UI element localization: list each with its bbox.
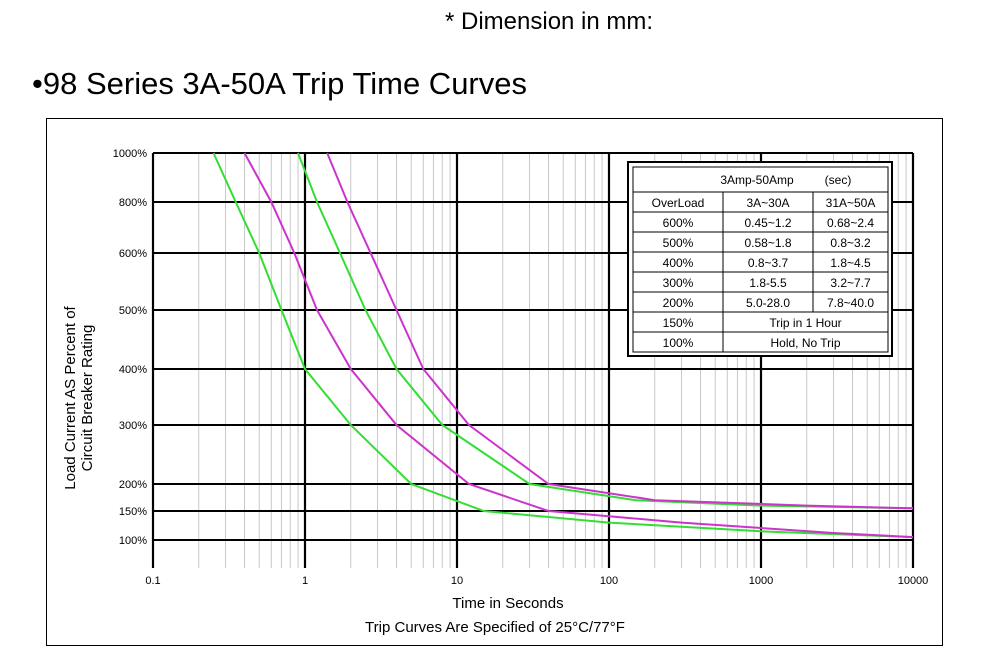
tick-labels: 1000% 800% 600% 500% 400% 300% 200% 150% 100% 0.1… (113, 148, 929, 587)
table-cell: 400% (663, 256, 694, 270)
table-cell: 5.0-28.0 (746, 296, 790, 310)
table-title: 3Amp-50Amp (720, 173, 794, 187)
table-cell: 500% (663, 236, 694, 250)
trip-curve-1 (212, 152, 914, 539)
table-cell: 150% (663, 316, 694, 330)
x-axis-label: Time in Seconds (452, 595, 563, 612)
table-cell: 0.68~2.4 (827, 216, 874, 230)
y-tick-label: 300% (119, 420, 147, 432)
y-axis-label: Circuit Breaker Rating (79, 325, 96, 472)
y-tick-label: 100% (119, 535, 147, 547)
overload-table: 3Amp-50Amp (sec) OverLoad 3A~30A 31A~50A 600%… (627, 161, 893, 357)
y-tick-label: 600% (119, 248, 147, 260)
table-cell: 100% (663, 336, 694, 350)
x-tick-label: 0.1 (145, 575, 160, 587)
table-cell: 3.2~7.7 (830, 276, 871, 290)
table-header-cell: 3A~30A (746, 196, 789, 210)
table-cell: 200% (663, 296, 694, 310)
trip-curve-2 (243, 152, 914, 539)
table-inner-border (632, 166, 889, 353)
x-tick-label: 1 (302, 575, 308, 587)
x-tick-label: 10000 (898, 575, 929, 587)
chart-caption: Trip Curves Are Specified of 25°C/77°F (365, 619, 625, 636)
table-cell: 0.58~1.8 (744, 236, 791, 250)
table-cell: 300% (663, 276, 694, 290)
table-cell: 7.8~40.0 (827, 296, 874, 310)
table-cell: 600% (663, 216, 694, 230)
y-tick-label: 150% (119, 506, 147, 518)
x-tick-label: 10 (451, 575, 463, 587)
table-cell: 0.45~1.2 (744, 216, 791, 230)
table-header-cell: OverLoad (652, 196, 705, 210)
table-unit: (sec) (825, 173, 852, 187)
y-tick-label: 200% (119, 479, 147, 491)
axis-labels: Time in Seconds Trip Curves Are Specified… (62, 305, 625, 636)
page-title: •98 Series 3A-50A Trip Time Curves (32, 66, 528, 101)
x-tick-label: 1000 (749, 575, 773, 587)
table-span-cell: Hold, No Trip (770, 336, 840, 350)
table-cell: 0.8~3.2 (830, 236, 871, 250)
table-cell: 0.8~3.7 (748, 256, 789, 270)
trip-curve-3 (297, 152, 914, 510)
y-tick-label: 800% (119, 197, 147, 209)
y-tick-label: 1000% (113, 148, 147, 160)
x-tick-label: 100 (600, 575, 618, 587)
y-axis-label: Load Current AS Percent of (62, 305, 79, 489)
y-tick-label: 400% (119, 364, 147, 376)
curves (212, 152, 914, 539)
table-cell: 1.8-5.5 (749, 276, 787, 290)
table-span-cell: Trip in 1 Hour (769, 316, 841, 330)
table-outer-border (627, 161, 893, 357)
dimension-note: * Dimension in mm: (445, 8, 654, 35)
chart-frame (46, 118, 943, 646)
table-header-cell: 31A~50A (826, 196, 876, 210)
trip-curve-4 (326, 152, 914, 510)
table-cell: 1.8~4.5 (830, 256, 871, 270)
y-tick-label: 500% (119, 305, 147, 317)
